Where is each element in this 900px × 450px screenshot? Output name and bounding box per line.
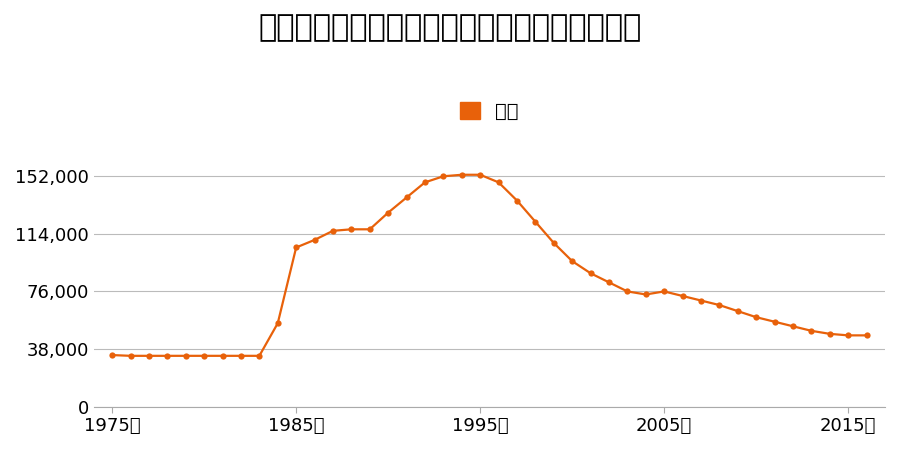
価格	[438, 174, 449, 179]
価格	[511, 198, 522, 203]
価格	[217, 353, 228, 359]
価格	[530, 219, 541, 225]
価格	[806, 328, 817, 333]
価格	[419, 180, 430, 185]
価格	[273, 320, 284, 326]
価格	[456, 172, 467, 177]
価格	[382, 210, 393, 216]
価格	[291, 245, 302, 250]
価格	[567, 258, 578, 264]
価格	[310, 237, 320, 243]
価格	[824, 331, 835, 337]
価格	[770, 319, 780, 324]
価格	[604, 279, 615, 285]
価格	[548, 240, 559, 246]
価格	[861, 333, 872, 338]
価格	[659, 289, 670, 294]
価格	[696, 298, 706, 303]
価格	[493, 180, 504, 185]
価格	[236, 353, 247, 359]
価格	[143, 353, 154, 359]
Line: 価格: 価格	[109, 171, 869, 359]
価格	[401, 195, 412, 200]
価格	[125, 353, 136, 359]
価格	[162, 353, 173, 359]
価格	[677, 293, 688, 299]
価格	[714, 302, 724, 308]
価格	[107, 352, 118, 358]
Text: 北海道帯広市大通南１７丁目９番１の地価推移: 北海道帯広市大通南１７丁目９番１の地価推移	[258, 14, 642, 42]
価格	[180, 353, 191, 359]
価格	[364, 227, 375, 232]
価格	[788, 324, 798, 329]
価格	[842, 333, 853, 338]
価格	[641, 292, 652, 297]
Legend: 価格: 価格	[460, 102, 518, 122]
価格	[199, 353, 210, 359]
価格	[328, 228, 338, 234]
価格	[346, 227, 356, 232]
価格	[622, 289, 633, 294]
価格	[585, 270, 596, 276]
価格	[254, 353, 265, 359]
価格	[733, 308, 743, 314]
価格	[475, 172, 486, 177]
価格	[751, 315, 761, 320]
